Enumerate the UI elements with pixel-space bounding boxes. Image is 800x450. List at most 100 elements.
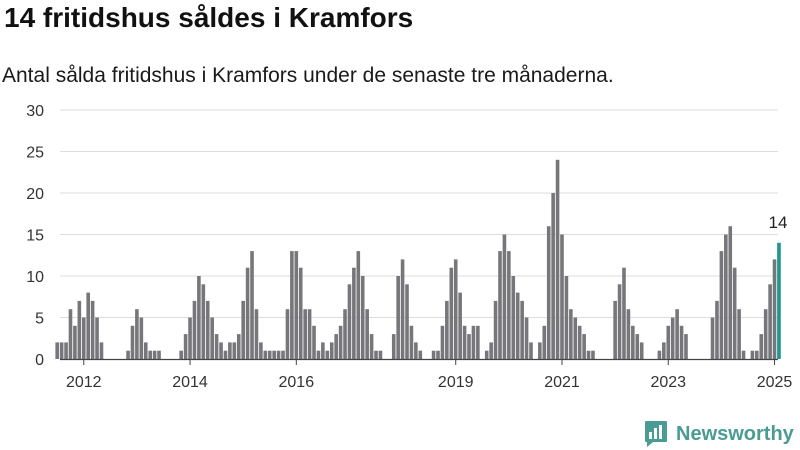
bar <box>431 350 436 359</box>
bar <box>285 309 290 359</box>
bar <box>64 342 68 359</box>
bar <box>183 334 188 359</box>
x-tick-label: 2019 <box>438 374 474 391</box>
bar <box>298 267 303 359</box>
bar <box>617 284 622 359</box>
bar-chart-logo-icon <box>645 421 667 447</box>
bar <box>228 342 232 359</box>
bar <box>290 251 294 359</box>
bar <box>241 300 245 359</box>
bar <box>276 350 281 359</box>
bar <box>445 300 449 359</box>
bar <box>728 226 733 359</box>
bar <box>356 251 361 359</box>
bar <box>192 300 197 359</box>
bar <box>135 309 139 359</box>
bar <box>418 350 423 359</box>
x-tick-label: 2025 <box>757 374 793 391</box>
bar <box>352 267 356 359</box>
bar <box>400 259 405 359</box>
bar <box>360 276 365 359</box>
bar <box>582 334 586 359</box>
data-labels: 14 <box>769 213 788 232</box>
bar <box>223 350 228 359</box>
bar <box>86 292 90 359</box>
bar <box>750 350 755 359</box>
bar <box>365 309 369 359</box>
y-tick-label: 5 <box>35 311 44 328</box>
chart-subtitle: Antal sålda fritidshus i Kramfors under … <box>2 64 614 87</box>
newsworthy-logo: Newsworthy <box>644 420 794 448</box>
bar <box>759 334 764 359</box>
bar <box>511 276 516 359</box>
bar <box>148 350 152 359</box>
y-tick-label: 20 <box>26 186 44 203</box>
x-tick-label: 2012 <box>66 374 102 391</box>
bar <box>498 251 502 359</box>
bar <box>613 300 617 359</box>
bar <box>77 300 82 359</box>
bar <box>768 284 772 359</box>
bar <box>59 342 64 359</box>
bar <box>95 317 99 359</box>
bar <box>329 342 334 359</box>
bar <box>143 342 148 359</box>
bar <box>715 300 719 359</box>
bar <box>325 350 330 359</box>
bar <box>414 342 418 359</box>
y-tick-label: 15 <box>26 228 44 245</box>
bar <box>303 309 307 359</box>
bar <box>259 342 263 359</box>
bar <box>440 325 445 359</box>
bar <box>188 317 192 359</box>
bar <box>396 276 400 359</box>
bar <box>267 350 272 359</box>
logo-text: Newsworthy <box>676 422 794 445</box>
bar <box>201 284 206 359</box>
bar <box>250 251 254 359</box>
bar <box>214 334 219 359</box>
x-tick-label: 2016 <box>279 374 315 391</box>
bar <box>462 325 467 359</box>
bar <box>179 350 183 359</box>
bar <box>710 317 715 359</box>
bar <box>573 317 578 359</box>
bar <box>546 226 551 359</box>
bar <box>755 350 759 359</box>
bar <box>529 342 533 359</box>
bar <box>520 300 524 359</box>
bar <box>254 309 259 359</box>
x-tick-label: 2023 <box>650 374 686 391</box>
y-axis-tick-labels: 0 5 10 15 20 25 30 <box>26 103 44 369</box>
bar <box>307 309 312 359</box>
bar <box>312 325 316 359</box>
bar <box>489 342 493 359</box>
bar <box>343 309 347 359</box>
bar <box>316 350 321 359</box>
bar <box>68 309 73 359</box>
bar <box>524 317 529 359</box>
y-tick-label: 0 <box>35 352 44 369</box>
bars <box>55 159 781 359</box>
highlight-data-label: 14 <box>769 213 788 232</box>
bar <box>338 325 343 359</box>
bar <box>763 309 768 359</box>
bar <box>449 267 454 359</box>
bar <box>662 342 666 359</box>
bar <box>719 251 724 359</box>
bar <box>157 350 161 359</box>
bar <box>81 317 86 359</box>
bar <box>737 309 741 359</box>
bar <box>99 342 104 359</box>
bar <box>631 325 635 359</box>
bar <box>577 325 582 359</box>
bar <box>484 350 489 359</box>
y-tick-label: 10 <box>26 269 44 286</box>
bar <box>374 350 378 359</box>
y-tick-label: 30 <box>26 103 44 120</box>
bar <box>551 193 555 359</box>
bar <box>263 350 268 359</box>
bar <box>741 350 746 359</box>
bar <box>272 350 276 359</box>
